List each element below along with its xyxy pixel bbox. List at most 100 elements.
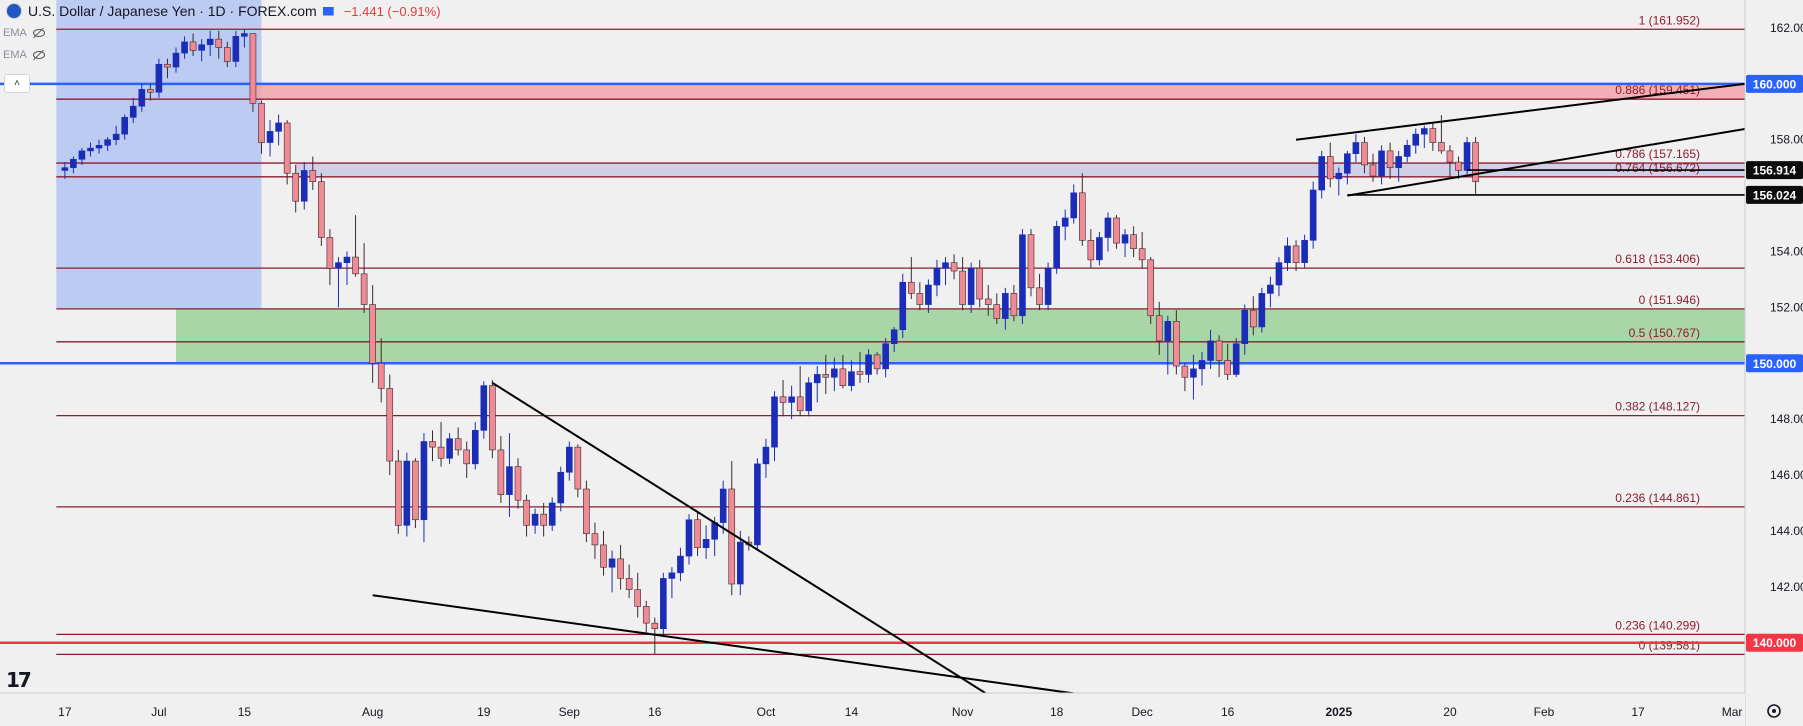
candle-down[interactable]	[1472, 142, 1479, 182]
candle-down[interactable]	[1326, 156, 1334, 180]
candle-down[interactable]	[514, 466, 522, 501]
candle-down[interactable]	[993, 304, 1001, 319]
candle-up[interactable]	[1096, 237, 1103, 261]
candle-down[interactable]	[540, 513, 547, 526]
candle-down[interactable]	[591, 533, 599, 546]
candle-up[interactable]	[70, 158, 77, 168]
candle-down[interactable]	[1446, 150, 1454, 163]
candle-down[interactable]	[1155, 315, 1163, 342]
candle-down[interactable]	[258, 103, 265, 143]
candle-up[interactable]	[1070, 192, 1078, 219]
candle-down[interactable]	[1250, 309, 1257, 328]
candle-down[interactable]	[454, 438, 462, 451]
candle-down[interactable]	[369, 304, 376, 364]
candle-up[interactable]	[1403, 145, 1411, 157]
candle-down[interactable]	[822, 374, 830, 378]
candle-up[interactable]	[831, 368, 838, 378]
candle-down[interactable]	[1369, 164, 1377, 177]
candle-down[interactable]	[1224, 360, 1231, 375]
candle-up[interactable]	[754, 463, 761, 546]
candle-up[interactable]	[1019, 234, 1026, 317]
ema-indicator-row-2[interactable]: EMA	[3, 49, 45, 61]
candle-down[interactable]	[497, 449, 505, 495]
price-tag-156.914[interactable]	[1746, 161, 1803, 180]
candle-up[interactable]	[548, 502, 556, 526]
candle-up[interactable]	[1061, 217, 1069, 227]
candle-down[interactable]	[189, 41, 197, 51]
candle-down[interactable]	[437, 446, 445, 459]
candle-down[interactable]	[916, 293, 924, 305]
candle-up[interactable]	[1395, 156, 1402, 168]
candle-up[interactable]	[1309, 189, 1317, 241]
candle-down[interactable]	[1147, 259, 1154, 317]
candle-up[interactable]	[1378, 150, 1385, 177]
candle-up[interactable]	[1284, 245, 1291, 263]
candle-down[interactable]	[377, 362, 385, 389]
candle-up[interactable]	[138, 89, 146, 107]
price-tag-160.000[interactable]	[1746, 74, 1803, 93]
candle-down[interactable]	[796, 396, 804, 412]
candle-down[interactable]	[224, 47, 231, 62]
candle-up[interactable]	[420, 441, 428, 521]
candle-down[interactable]	[1027, 234, 1035, 289]
candle-up[interactable]	[198, 44, 205, 51]
candle-down[interactable]	[694, 519, 701, 548]
candle-up[interactable]	[1190, 368, 1197, 378]
candle-up[interactable]	[702, 539, 710, 548]
candle-down[interactable]	[429, 441, 436, 448]
candle-down[interactable]	[642, 606, 650, 624]
candle-down[interactable]	[634, 589, 642, 607]
candle-up[interactable]	[1344, 153, 1351, 174]
candle-up[interactable]	[446, 438, 453, 459]
candle-down[interactable]	[1215, 340, 1223, 361]
candle-up[interactable]	[206, 38, 214, 46]
candle-up[interactable]	[1301, 240, 1308, 263]
candle-down[interactable]	[856, 371, 864, 375]
candle-up[interactable]	[565, 446, 573, 473]
candle-down[interactable]	[1010, 293, 1018, 317]
bookmark-icon[interactable]	[322, 6, 334, 16]
candle-down[interactable]	[625, 578, 633, 590]
candle-up[interactable]	[660, 578, 667, 630]
candle-up[interactable]	[942, 262, 949, 269]
candle-up[interactable]	[1207, 340, 1214, 361]
candle-up[interactable]	[771, 396, 778, 448]
symbol-title[interactable]: U.S. Dollar / Japanese Yen · 1D · FOREX.…	[28, 3, 317, 19]
candle-up[interactable]	[181, 41, 188, 54]
candle-up[interactable]	[172, 52, 180, 68]
candle-up[interactable]	[608, 558, 616, 568]
candle-down[interactable]	[283, 122, 291, 174]
candle-up[interactable]	[1002, 293, 1009, 319]
candle-down[interactable]	[1292, 245, 1300, 263]
candle-down[interactable]	[617, 558, 624, 579]
candle-up[interactable]	[275, 122, 282, 132]
candle-up[interactable]	[762, 446, 770, 465]
candle-up[interactable]	[805, 382, 813, 412]
candle-down[interactable]	[600, 544, 607, 568]
candle-up[interactable]	[335, 262, 342, 269]
candle-up[interactable]	[403, 460, 411, 526]
trendline[interactable]	[1347, 84, 1803, 197]
trendline[interactable]	[372, 594, 1510, 726]
candle-up[interactable]	[736, 541, 744, 585]
trendline[interactable]	[491, 381, 1065, 726]
candle-up[interactable]	[1421, 128, 1428, 135]
candle-up[interactable]	[129, 105, 137, 118]
candle-up[interactable]	[112, 133, 120, 141]
candle-down[interactable]	[907, 281, 915, 294]
candle-up[interactable]	[899, 281, 907, 331]
candle-up[interactable]	[1241, 309, 1249, 345]
candle-down[interactable]	[574, 446, 582, 490]
candle-down[interactable]	[1138, 248, 1146, 261]
candle-up[interactable]	[343, 256, 351, 263]
candle-up[interactable]	[1104, 217, 1112, 238]
collapse-legend-button[interactable]: ˄	[4, 74, 30, 93]
candle-up[interactable]	[1275, 262, 1283, 286]
price-tag-150.000[interactable]	[1746, 354, 1803, 373]
candle-down[interactable]	[164, 63, 171, 68]
trendline[interactable]	[1295, 50, 1803, 141]
candle-up[interactable]	[1232, 343, 1240, 375]
candle-down[interactable]	[873, 354, 881, 370]
candle-down[interactable]	[1173, 321, 1180, 367]
candle-down[interactable]	[249, 33, 257, 104]
